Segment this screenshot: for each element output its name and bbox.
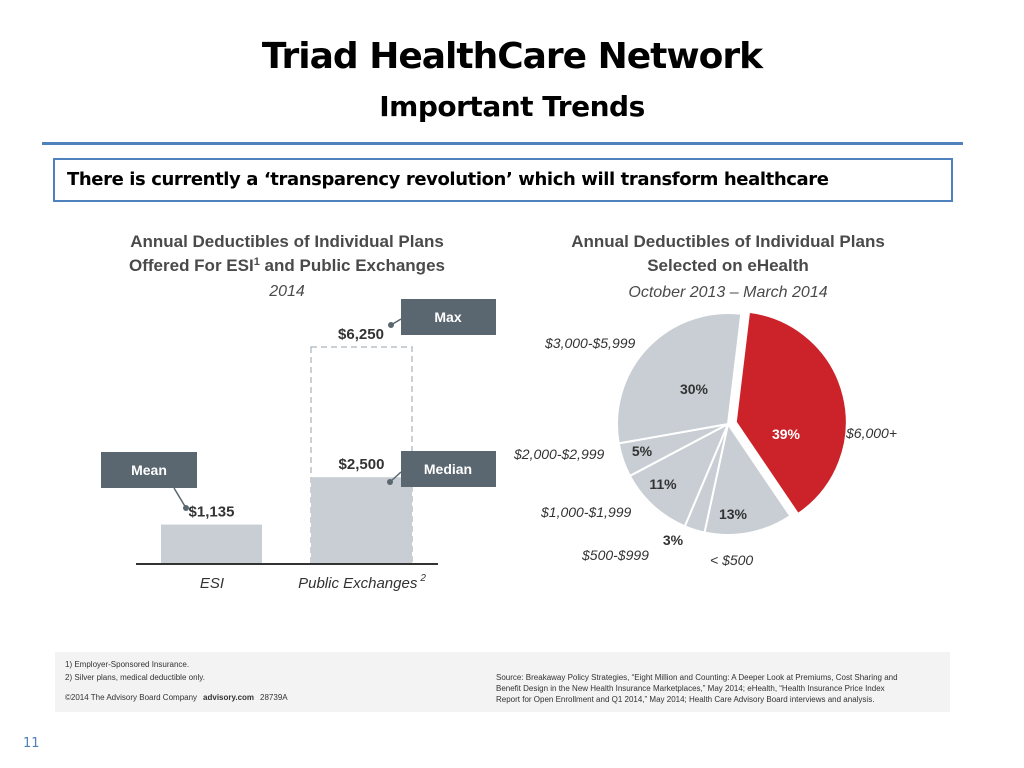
tag-median: Median — [387, 451, 496, 487]
category-public-sup: 2 — [419, 573, 426, 584]
pie-label-2000-2999: $2,000-$2,999 — [513, 446, 605, 462]
bar-chart-title-line2: Offered For ESI1 and Public Exchanges — [129, 256, 445, 275]
footnote-2: 2) Silver plans, medical deductible only… — [65, 673, 205, 682]
slide-subtitle: Important Trends — [379, 90, 645, 123]
pie-label-500-999: $500-$999 — [581, 547, 649, 563]
callout-box: There is currently a ‘transparency revol… — [53, 158, 953, 202]
category-public-text: Public Exchanges — [298, 575, 418, 592]
bar-chart-title: Annual Deductibles of Individual Plans — [130, 232, 444, 251]
tag-median-box — [401, 451, 496, 487]
category-label-esi: ESI — [200, 575, 224, 592]
pie-label-1000-1999: $1,000-$1,999 — [540, 504, 632, 520]
tag-max: Max — [388, 299, 496, 335]
category-label-public-exchanges: Public Exchanges 2 — [298, 573, 426, 592]
pie-slice-1 — [703, 421, 792, 536]
footnote-band — [55, 652, 950, 712]
pie-pct-label-3: 11% — [649, 476, 677, 492]
tag-mean-label: Mean — [131, 462, 167, 478]
bar-title-part2: and Public Exchanges — [260, 256, 445, 275]
source-line-3: Report for Open Enrollment and Q1 2014,”… — [496, 695, 874, 704]
pie-slice-0 — [734, 310, 848, 516]
source-line-1: Source: Breakaway Policy Strategies, “Ei… — [496, 673, 898, 682]
pie-slice-3 — [628, 421, 731, 528]
pie-chart-title: Annual Deductibles of Individual Plans — [571, 232, 885, 251]
tag-max-box — [401, 299, 496, 335]
tag-mean-box — [101, 452, 197, 488]
bar-esi — [161, 524, 262, 564]
pie-label-under-500: < $500 — [710, 552, 753, 568]
pie-pct-label-4: 5% — [632, 443, 653, 459]
bar-value-label-esi: $1,135 — [189, 504, 235, 521]
tag-max-label: Max — [434, 309, 461, 325]
tag-mean-leader — [173, 487, 187, 509]
copyright-line: ©2014 The Advisory Board Company advisory… — [65, 693, 288, 702]
pie-pct-label-1: 13% — [719, 506, 748, 522]
tag-median-label: Median — [424, 461, 472, 477]
slide-title: Triad HealthCare Network — [261, 36, 763, 77]
pie-pct-label-2: 3% — [663, 532, 684, 548]
bar-chart-year: 2014 — [268, 283, 305, 300]
pie-pct-label-0: 39% — [772, 426, 801, 442]
bar-value-label-public: $2,500 — [339, 456, 385, 473]
tag-mean-dot — [183, 505, 189, 511]
tag-mean: Mean — [101, 452, 197, 511]
pie-chart-period: October 2013 – March 2014 — [628, 284, 827, 301]
pie-pct-label-5: 30% — [680, 381, 709, 397]
copyright-text: ©2014 The Advisory Board Company — [65, 693, 197, 702]
page-number: 11 — [23, 736, 40, 751]
pie-chart: 39% 13% 3% 11% 5% 30% — [616, 310, 848, 548]
pie-label-3000-5999: $3,000-$5,999 — [544, 335, 636, 351]
pie-label-6000-plus: $6,000+ — [845, 425, 897, 441]
tag-median-dot — [387, 479, 393, 485]
max-range-box — [310, 346, 413, 565]
copyright-code: 28739A — [260, 693, 288, 702]
footnote-1: 1) Employer-Sponsored Insurance. — [65, 660, 189, 669]
title-divider — [42, 142, 963, 145]
source-line-2: Benefit Design in the New Health Insuran… — [496, 684, 885, 693]
bar-title-sup: 1 — [254, 256, 260, 268]
bar-public-exchanges — [311, 477, 412, 564]
pie-slice-5 — [616, 312, 743, 445]
pie-chart-title-line2: Selected on eHealth — [647, 256, 809, 275]
tag-max-dot — [388, 322, 394, 328]
copyright-site: advisory.com — [203, 693, 254, 702]
bar-value-label-max: $6,250 — [338, 326, 384, 343]
bar-title-part1: Offered For ESI — [129, 256, 254, 275]
